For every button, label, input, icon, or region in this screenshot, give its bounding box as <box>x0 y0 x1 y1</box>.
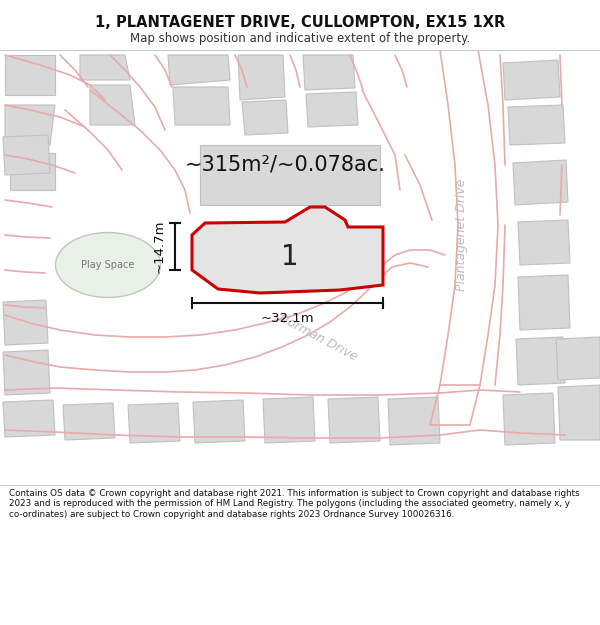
Polygon shape <box>516 337 565 385</box>
Polygon shape <box>5 105 55 145</box>
Text: Plantagenet Drive: Plantagenet Drive <box>455 179 469 291</box>
Polygon shape <box>303 55 355 90</box>
Polygon shape <box>518 220 570 265</box>
Text: ~32.1m: ~32.1m <box>260 312 314 326</box>
Polygon shape <box>556 337 600 380</box>
Polygon shape <box>513 160 568 205</box>
Polygon shape <box>518 275 570 330</box>
Polygon shape <box>263 397 315 443</box>
Text: Contains OS data © Crown copyright and database right 2021. This information is : Contains OS data © Crown copyright and d… <box>9 489 580 519</box>
Polygon shape <box>508 105 565 145</box>
Text: ~315m²/~0.078ac.: ~315m²/~0.078ac. <box>185 155 385 175</box>
Polygon shape <box>90 85 135 125</box>
Polygon shape <box>306 92 358 127</box>
Polygon shape <box>3 400 55 437</box>
Polygon shape <box>242 100 288 135</box>
Polygon shape <box>168 55 230 85</box>
Polygon shape <box>200 145 380 205</box>
Polygon shape <box>128 403 180 443</box>
Polygon shape <box>173 87 230 125</box>
Text: Map shows position and indicative extent of the property.: Map shows position and indicative extent… <box>130 32 470 45</box>
Polygon shape <box>5 55 55 95</box>
Polygon shape <box>193 400 245 443</box>
Polygon shape <box>80 55 130 80</box>
Polygon shape <box>63 403 115 440</box>
Text: 1: 1 <box>281 243 299 271</box>
Polygon shape <box>3 135 50 175</box>
Text: Norman Drive: Norman Drive <box>277 311 359 363</box>
Text: 1, PLANTAGENET DRIVE, CULLOMPTON, EX15 1XR: 1, PLANTAGENET DRIVE, CULLOMPTON, EX15 1… <box>95 15 505 30</box>
Polygon shape <box>238 55 285 100</box>
Polygon shape <box>558 385 600 440</box>
Polygon shape <box>3 300 48 345</box>
Polygon shape <box>3 350 50 395</box>
Polygon shape <box>503 60 560 100</box>
Polygon shape <box>192 207 383 293</box>
Ellipse shape <box>56 232 161 298</box>
Polygon shape <box>388 397 440 445</box>
Polygon shape <box>503 393 555 445</box>
Polygon shape <box>10 153 55 190</box>
Polygon shape <box>328 397 380 443</box>
Text: Play Space: Play Space <box>82 260 134 270</box>
Text: ~14.7m: ~14.7m <box>152 220 166 273</box>
